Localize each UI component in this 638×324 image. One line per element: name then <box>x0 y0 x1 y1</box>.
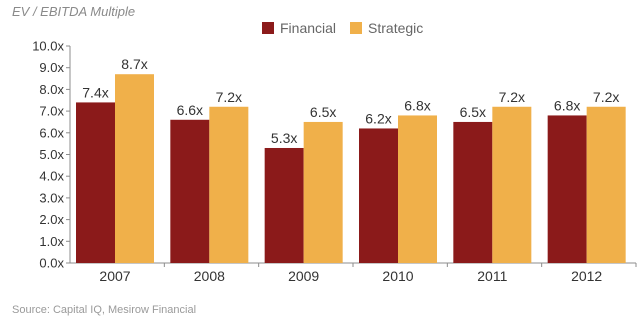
legend-item-financial: Financial <box>262 20 336 36</box>
legend-label-strategic: Strategic <box>368 20 424 36</box>
bar-strategic-2008 <box>209 106 249 263</box>
data-label-financial-2007: 7.4x <box>82 84 108 100</box>
y-tick-label: 7.0x <box>39 104 64 119</box>
data-label-financial-2010: 6.2x <box>365 110 391 126</box>
bar-financial-2010 <box>359 128 398 263</box>
x-tick-label: 2007 <box>99 268 130 284</box>
bar-financial-2007 <box>76 102 115 263</box>
y-tick-label: 10.0x <box>32 39 64 54</box>
data-label-strategic-2012: 7.2x <box>593 89 619 105</box>
bar-strategic-2011 <box>492 106 532 263</box>
y-tick-label: 8.0x <box>39 82 64 97</box>
y-tick-label: 6.0x <box>39 125 64 140</box>
bar-strategic-2009 <box>303 121 343 263</box>
bar-financial-2009 <box>264 147 304 263</box>
legend: Financial Strategic <box>262 20 437 36</box>
bar-financial-2012 <box>547 115 587 263</box>
bar-strategic-2012 <box>586 106 626 263</box>
y-tick-label: 9.0x <box>39 60 64 75</box>
bar-strategic-2007 <box>115 74 154 264</box>
data-label-financial-2012: 6.8x <box>554 97 580 113</box>
source-note: Source: Capital IQ, Mesirow Financial <box>12 304 197 316</box>
bar-strategic-2010 <box>398 115 437 263</box>
legend-item-strategic: Strategic <box>350 20 423 36</box>
data-label-strategic-2007: 8.7x <box>121 56 147 72</box>
y-tick-label: 0.0x <box>39 256 64 271</box>
x-tick-label: 2010 <box>382 268 413 284</box>
x-tick-label: 2008 <box>194 268 225 284</box>
x-tick-label: 2012 <box>571 268 602 284</box>
data-label-financial-2008: 6.6x <box>177 102 203 118</box>
data-label-strategic-2009: 6.5x <box>310 104 336 120</box>
y-tick-label: 4.0x <box>39 169 64 184</box>
bar-financial-2011 <box>453 121 493 263</box>
y-axis-title: EV / EBITDA Multiple <box>12 4 136 19</box>
data-label-strategic-2008: 7.2x <box>216 89 242 105</box>
data-label-financial-2011: 6.5x <box>460 104 486 120</box>
x-tick-label: 2011 <box>477 268 507 284</box>
x-tick-label: 2009 <box>288 268 319 284</box>
data-label-strategic-2010: 6.8x <box>404 97 430 113</box>
y-tick-label: 3.0x <box>39 190 64 205</box>
bar-financial-2008 <box>170 119 210 263</box>
data-label-strategic-2011: 7.2x <box>499 89 525 105</box>
y-tick-label: 1.0x <box>39 234 64 249</box>
legend-swatch-strategic <box>350 22 363 34</box>
legend-label-financial: Financial <box>280 20 337 36</box>
data-label-financial-2009: 5.3x <box>271 130 297 146</box>
legend-swatch-financial <box>262 22 274 34</box>
y-tick-label: 5.0x <box>39 147 64 162</box>
y-tick-label: 2.0x <box>39 212 64 227</box>
